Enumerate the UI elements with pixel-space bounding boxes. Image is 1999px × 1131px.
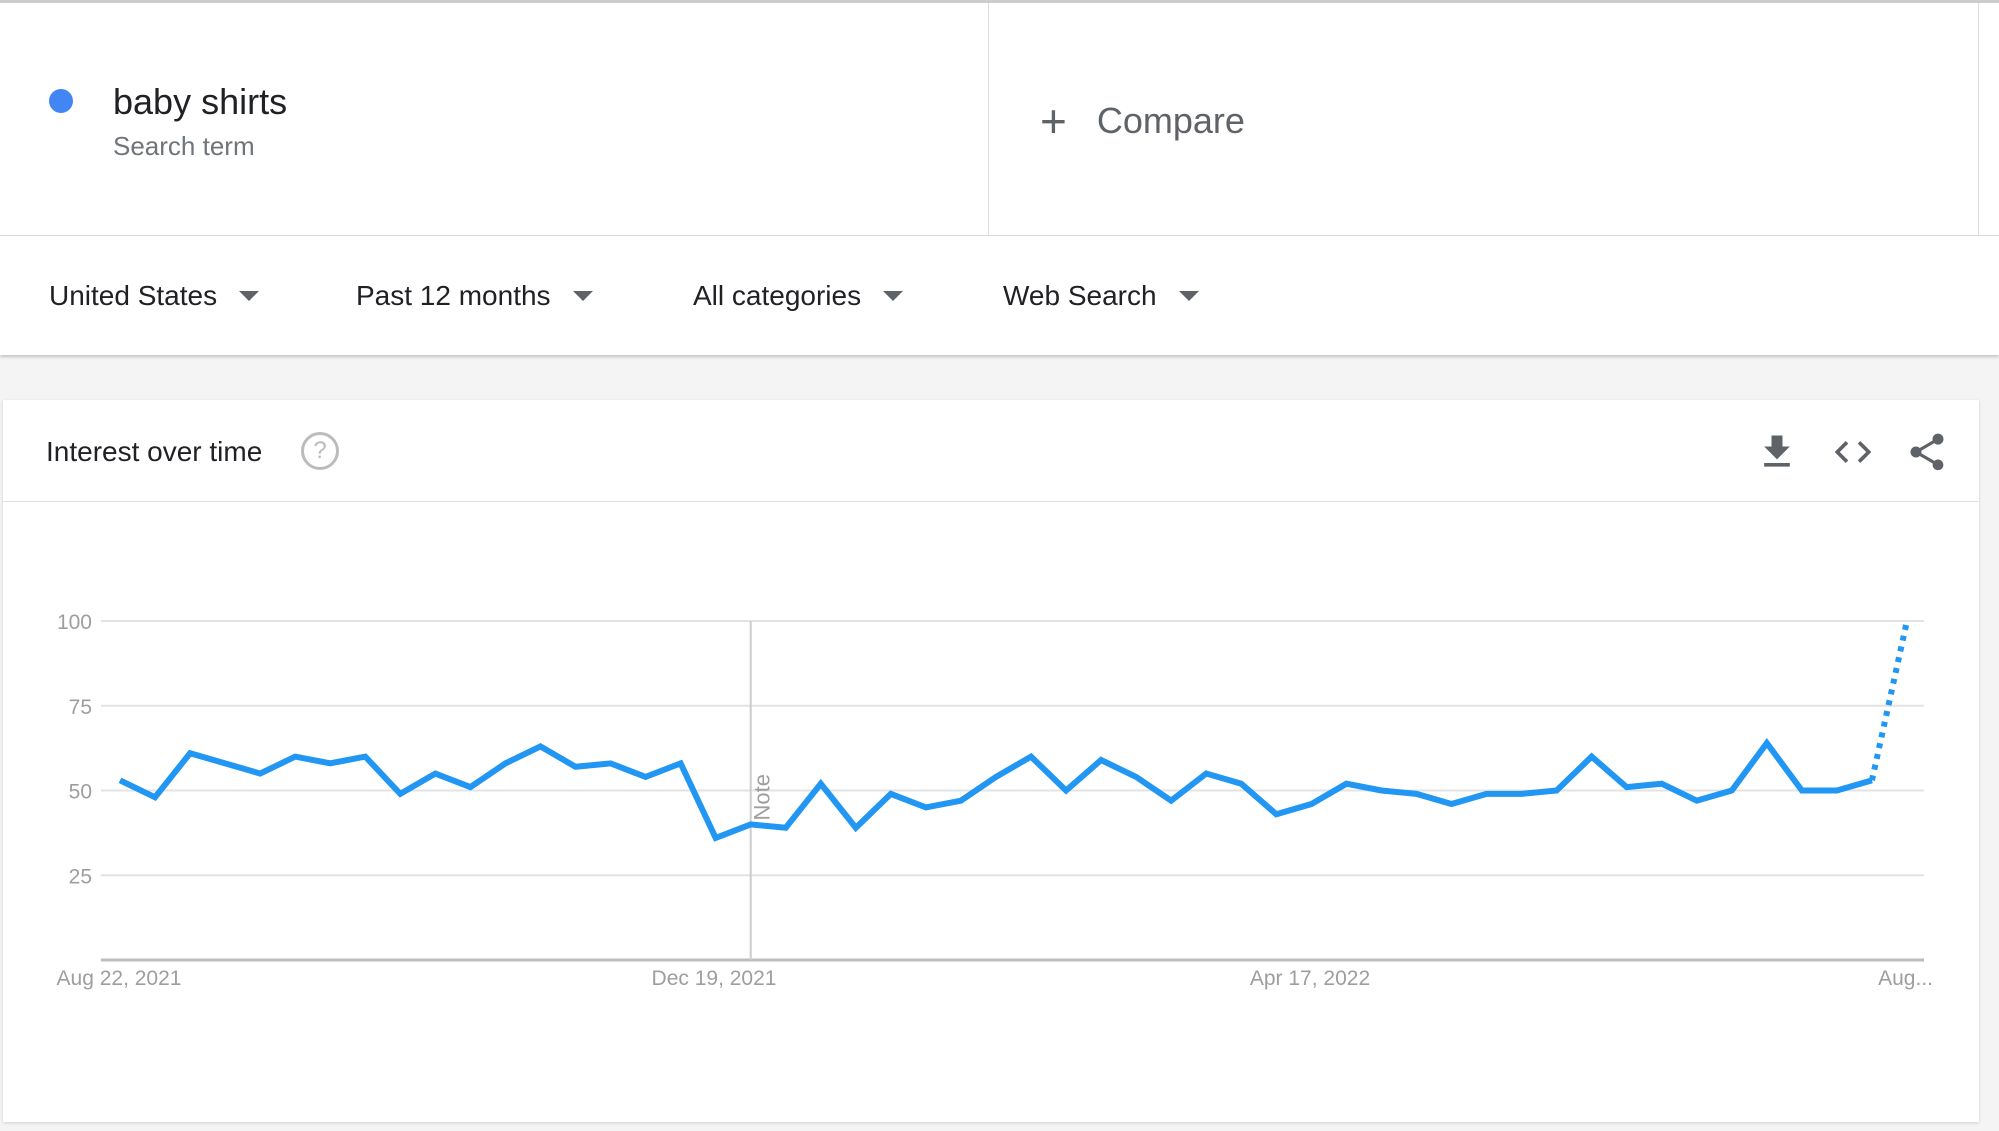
category-label: All categories xyxy=(693,280,862,311)
category-dropdown[interactable]: All categories xyxy=(693,280,904,312)
search-term-name[interactable]: baby shirts xyxy=(113,81,288,122)
caret-down-icon xyxy=(1178,291,1199,301)
embed-code-icon[interactable] xyxy=(1831,430,1875,474)
card-header: Interest over time ? xyxy=(3,400,1979,502)
search-term-panel: baby shirts Search term + Compare xyxy=(0,0,1999,236)
region-label: United States xyxy=(49,280,218,311)
caret-down-icon xyxy=(239,291,260,301)
plus-icon: + xyxy=(1040,95,1067,147)
card-title: Interest over time xyxy=(46,436,263,467)
interest-over-time-card: Interest over time ? xyxy=(3,400,1979,1122)
divider xyxy=(1978,3,1979,236)
series-color-dot xyxy=(49,89,73,113)
search-type-dropdown[interactable]: Web Search xyxy=(1003,280,1199,312)
search-term-subtitle: Search term xyxy=(113,131,255,161)
caret-down-icon xyxy=(572,291,593,301)
time-range-label: Past 12 months xyxy=(356,280,551,311)
search-term-card[interactable]: baby shirts Search term xyxy=(3,3,989,236)
time-range-dropdown[interactable]: Past 12 months xyxy=(356,280,593,312)
compare-label: Compare xyxy=(1096,100,1245,141)
caret-down-icon xyxy=(883,291,904,301)
filter-bar: United States Past 12 months All categor… xyxy=(0,236,1999,355)
help-icon[interactable]: ? xyxy=(301,432,339,470)
download-icon[interactable] xyxy=(1755,430,1799,474)
share-icon[interactable] xyxy=(1905,430,1949,474)
compare-button[interactable]: + Compare xyxy=(1040,98,1245,144)
search-type-label: Web Search xyxy=(1003,280,1157,311)
region-dropdown[interactable]: United States xyxy=(49,280,260,312)
